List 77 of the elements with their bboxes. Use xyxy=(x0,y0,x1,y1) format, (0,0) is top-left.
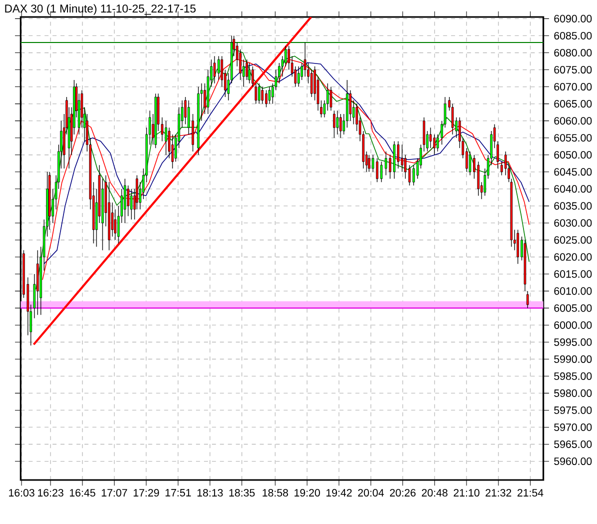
candlestick xyxy=(164,120,168,156)
x-tick-label: 20:26 xyxy=(390,489,416,497)
x-tick-label: 19:20 xyxy=(294,489,320,497)
candlestick xyxy=(261,86,264,104)
candlestick xyxy=(368,154,370,172)
candlestick xyxy=(400,144,404,172)
y-tick-label: 5985.00 xyxy=(554,372,592,380)
y-tick-label: 6070.00 xyxy=(554,83,592,91)
y-tick-label: 6065.00 xyxy=(554,100,592,108)
x-tick-label: 16:03 xyxy=(9,489,34,497)
candlestick xyxy=(468,151,472,176)
y-tick-label: 6085.00 xyxy=(554,32,592,40)
x-tick-label: 18:13 xyxy=(197,489,223,497)
y-tick-label: 5990.00 xyxy=(554,355,592,363)
candlestick xyxy=(433,134,436,156)
candlestick xyxy=(297,66,300,88)
y-tick-label: 5960.00 xyxy=(554,458,592,466)
candlestick xyxy=(516,229,520,264)
candlestick xyxy=(130,188,133,220)
candlestick xyxy=(184,96,187,125)
x-tick-label: 18:35 xyxy=(229,489,255,497)
candlestick xyxy=(477,161,480,196)
y-tick-label: 6030.00 xyxy=(554,219,592,227)
y-tick-label: 6015.00 xyxy=(554,270,592,278)
candlestick xyxy=(376,158,378,182)
y-tick-label: 5970.00 xyxy=(554,423,592,431)
candlestick xyxy=(384,151,388,176)
x-tick-label: 20:04 xyxy=(358,489,384,497)
y-tick-label: 6060.00 xyxy=(554,117,592,125)
x-tick-label: 18:58 xyxy=(262,489,288,497)
y-tick-label: 5980.00 xyxy=(554,389,592,397)
candlestick xyxy=(333,110,336,138)
y-tick-label: 6080.00 xyxy=(554,48,592,57)
y-tick-label: 6035.00 xyxy=(554,202,592,210)
x-tick-label: 16:23 xyxy=(38,489,64,497)
candlestick xyxy=(336,110,339,135)
x-tick-label: 21:32 xyxy=(486,489,512,497)
x-tick-label: 21:54 xyxy=(518,489,544,497)
candlestick xyxy=(258,83,260,104)
candlestick xyxy=(330,86,332,111)
y-tick-label: 6050.00 xyxy=(554,151,592,159)
y-tick-label: 6020.00 xyxy=(554,253,592,261)
y-tick-label: 6005.00 xyxy=(554,304,592,312)
candlestick xyxy=(268,86,271,104)
candlestick xyxy=(339,114,342,138)
x-tick-label: 20:48 xyxy=(422,489,448,497)
candlestick xyxy=(429,127,432,148)
x-tick-label: 17:51 xyxy=(166,489,191,496)
y-tick-label: 6075.00 xyxy=(554,66,592,74)
y-tick-label: 6000.00 xyxy=(554,321,592,329)
y-tick-label: 6055.00 xyxy=(554,134,592,142)
x-tick-label: 17:29 xyxy=(134,489,159,497)
x-tick-label: 16:45 xyxy=(70,489,96,497)
candlestick xyxy=(124,178,126,224)
x-tick-label: 21:10 xyxy=(454,489,480,497)
candlestick xyxy=(380,161,383,182)
candlestick xyxy=(397,140,400,169)
candlestick xyxy=(349,90,352,122)
y-tick-label: 5975.00 xyxy=(554,406,592,414)
x-tick-label: 17:07 xyxy=(102,489,128,497)
candlestick xyxy=(310,69,313,98)
chart-title: DAX 30 (1 Minute) 11-10-25_22-17-15 xyxy=(5,4,196,15)
candlestick xyxy=(213,56,216,84)
y-tick-label: 6045.00 xyxy=(554,168,592,176)
y-tick-label: 5965.00 xyxy=(554,440,592,448)
y-tick-label: 6025.00 xyxy=(554,236,592,244)
y-tick-label: 5995.00 xyxy=(554,338,592,346)
candlestick xyxy=(127,185,130,216)
candlestick xyxy=(451,103,454,135)
candlestick xyxy=(248,62,251,84)
x-tick-label: 19:42 xyxy=(326,489,352,497)
y-tick-label: 6040.00 xyxy=(554,185,592,193)
y-tick-label: 6090.00 xyxy=(554,14,592,22)
candlestick xyxy=(265,90,268,108)
y-tick-label: 6010.00 xyxy=(554,287,592,295)
candlestick xyxy=(526,290,529,308)
candlestick xyxy=(111,202,114,237)
